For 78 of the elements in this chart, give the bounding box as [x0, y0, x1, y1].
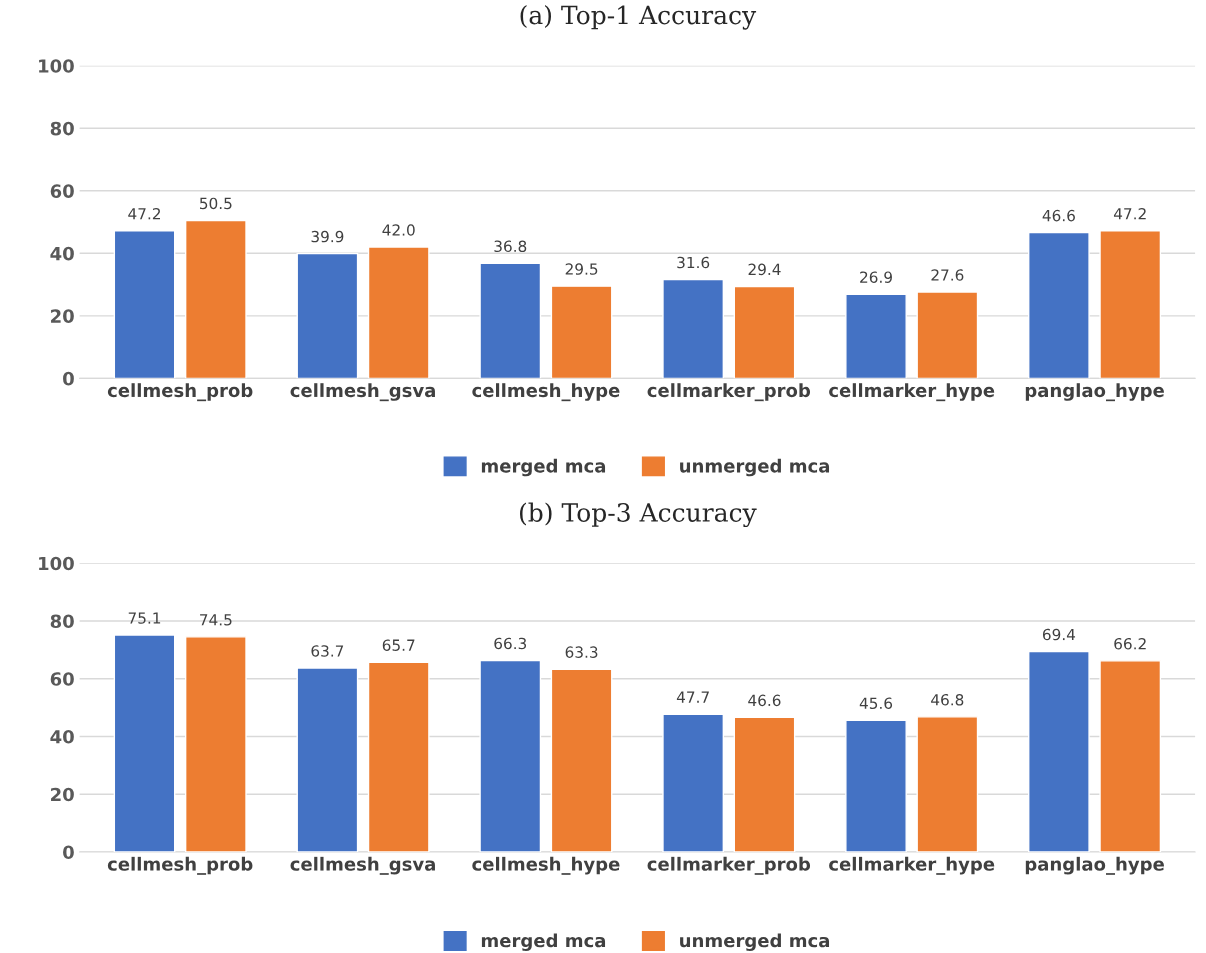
bar	[916, 291, 979, 379]
chart-title: (b) Top-3 Accuracy	[520, 502, 757, 528]
data-label: 46.6	[1042, 209, 1075, 222]
data-label: 42.0	[382, 224, 415, 236]
y-tick-label: 100	[39, 59, 74, 73]
chart-title: (a) Top-1 Accuracy	[520, 5, 757, 30]
y-tick-label: 0	[63, 845, 74, 860]
data-label: 26.9	[860, 271, 892, 283]
x-tick-label: cellmesh_hype	[472, 856, 620, 875]
x-tick-label: cellmarker_hype	[829, 856, 995, 875]
data-label: 69.4	[1042, 628, 1076, 641]
bar	[479, 262, 542, 379]
bar	[184, 219, 247, 379]
y-tick-label: 60	[50, 184, 74, 198]
data-label: 63.7	[311, 645, 344, 657]
x-tick-label: panglao_hype	[1025, 856, 1164, 875]
y-tick-label: 80	[50, 614, 74, 629]
bar	[845, 719, 907, 852]
data-label: 46.6	[748, 694, 781, 707]
bar	[662, 713, 725, 852]
y-tick-label: 40	[50, 246, 74, 261]
bar	[916, 716, 979, 852]
legend-label: merged mca	[481, 458, 606, 477]
data-label: 47.2	[128, 207, 160, 220]
y-tick-label: 40	[50, 729, 74, 744]
data-label: 65.7	[382, 639, 415, 651]
x-tick-label: cellmarker_prob	[647, 856, 811, 875]
x-tick-label: cellmarker_hype	[829, 383, 995, 402]
x-tick-label: cellmesh_prob	[107, 383, 253, 402]
bar	[113, 634, 176, 852]
bar	[1099, 660, 1162, 852]
bar	[550, 285, 613, 379]
x-tick-label: cellmesh_gsva	[290, 856, 435, 875]
data-label: 47.2	[1113, 207, 1146, 220]
y-tick-label: 20	[51, 309, 74, 323]
data-label: 29.4	[748, 263, 781, 276]
bar	[845, 293, 907, 379]
legend-label: unmerged mca	[680, 933, 830, 951]
data-label: 66.3	[494, 637, 527, 650]
data-label: 29.5	[565, 263, 598, 275]
data-label: 75.1	[128, 612, 161, 624]
x-tick-label: panglao_hype	[1025, 383, 1164, 402]
legend-label: unmerged mca	[680, 458, 830, 477]
data-label: 39.9	[311, 230, 344, 243]
data-label: 63.3	[565, 646, 598, 658]
y-tick-label: 80	[50, 121, 74, 136]
bar	[662, 278, 725, 379]
bar	[733, 285, 796, 379]
data-label: 46.8	[931, 693, 964, 706]
y-tick-label: 100	[39, 556, 74, 571]
data-label: 74.5	[200, 614, 232, 626]
bar	[1028, 231, 1090, 379]
bar	[1028, 650, 1090, 852]
bar	[184, 636, 247, 852]
x-tick-label: cellmesh_hype	[472, 383, 620, 402]
y-tick-label: 0	[63, 371, 74, 386]
bar	[296, 252, 359, 379]
data-label: 45.6	[859, 697, 893, 710]
legend-label: merged mca	[481, 933, 606, 951]
bar	[367, 246, 430, 379]
y-tick-label: 60	[50, 672, 74, 686]
data-label: 27.6	[931, 269, 964, 281]
bar	[550, 668, 613, 852]
data-label: 31.6	[677, 256, 710, 269]
data-label: 66.2	[1114, 637, 1146, 650]
bar	[733, 716, 796, 852]
y-tick-label: 20	[51, 787, 74, 802]
bar	[367, 661, 430, 852]
bar	[113, 230, 176, 379]
data-label: 47.7	[676, 691, 709, 703]
x-tick-label: cellmesh_prob	[107, 856, 253, 875]
data-label: 50.5	[200, 197, 232, 210]
x-tick-label: cellmarker_prob	[647, 383, 811, 402]
bar	[1099, 230, 1162, 379]
x-tick-label: cellmesh_gsva	[290, 383, 435, 402]
data-label: 36.8	[494, 240, 527, 253]
bar	[479, 659, 542, 852]
bar	[296, 667, 359, 852]
